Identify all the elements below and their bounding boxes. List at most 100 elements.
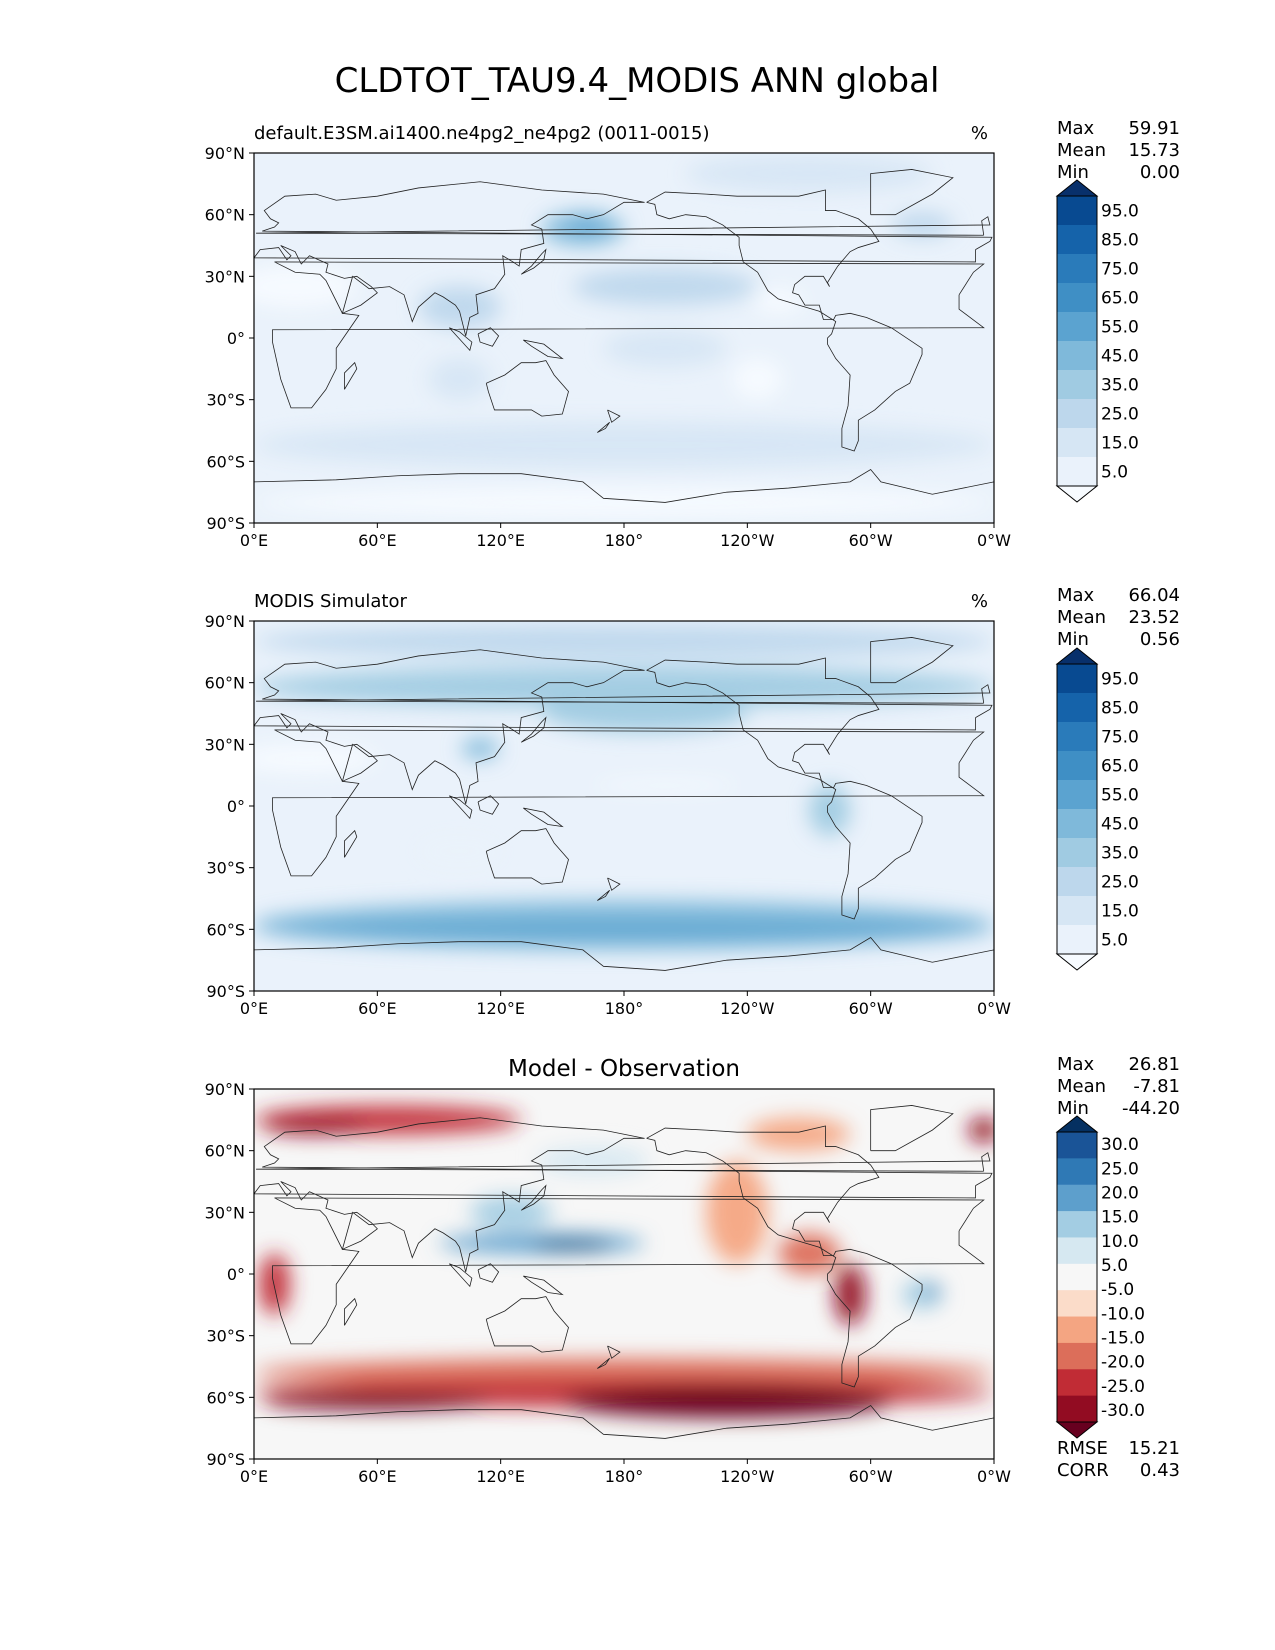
colorbar-segment bbox=[1057, 1316, 1097, 1344]
coastline bbox=[254, 937, 994, 971]
y-tick-label: 90°S bbox=[206, 982, 245, 1001]
coastline bbox=[485, 360, 569, 417]
field-region bbox=[461, 738, 499, 759]
colorbar-tick-label: 95.0 bbox=[1101, 670, 1139, 690]
field-region bbox=[531, 1241, 614, 1250]
coastline bbox=[870, 1105, 954, 1152]
colorbar-extend-min bbox=[1055, 1421, 1099, 1439]
colorbar-segment bbox=[1057, 457, 1097, 487]
colorbar-frame bbox=[1056, 195, 1098, 487]
panel-test-units: % bbox=[971, 123, 988, 144]
colorbar-extend-min bbox=[1055, 485, 1099, 503]
field-region bbox=[254, 666, 994, 708]
field-region bbox=[254, 1358, 994, 1388]
colorbar-tick-label: 15.0 bbox=[1101, 434, 1139, 454]
field-region bbox=[891, 212, 953, 238]
colorbar-segment bbox=[1057, 1342, 1097, 1370]
coastlines bbox=[254, 637, 994, 971]
panel-reference-stats: Max 66.04 Mean 23.52 Min 0.56 bbox=[1057, 585, 1180, 650]
panel-reference-title: MODIS Simulator bbox=[254, 591, 407, 612]
coastline bbox=[477, 795, 500, 815]
coastline bbox=[272, 261, 985, 409]
colorbar-tick-label: 5.0 bbox=[1101, 463, 1128, 483]
x-tick-label: 0°W bbox=[977, 531, 1011, 550]
field-region bbox=[809, 784, 851, 836]
coastline bbox=[344, 1297, 358, 1326]
metric-rmse-value: 15.21 bbox=[1128, 1438, 1180, 1459]
colorbar-tick-label: 15.0 bbox=[1101, 1208, 1139, 1228]
x-tick-label: 60°E bbox=[358, 999, 396, 1018]
colorbar-tick-label: -20.0 bbox=[1101, 1353, 1145, 1373]
x-tick-label: 120°W bbox=[720, 1467, 775, 1486]
figure-title: CLDTOT_TAU9.4_MODIS ANN global bbox=[335, 61, 940, 101]
coastline bbox=[254, 1405, 994, 1439]
metric-corr-label: CORR bbox=[1057, 1460, 1109, 1481]
colorbar-tick-label: 95.0 bbox=[1101, 202, 1139, 222]
coastline bbox=[254, 1117, 993, 1273]
coastline bbox=[254, 469, 994, 503]
coastline bbox=[520, 716, 547, 743]
field-region bbox=[254, 488, 994, 517]
coastline bbox=[448, 1263, 473, 1288]
colorbar-segment bbox=[1057, 780, 1097, 810]
y-tick-label: 60°N bbox=[205, 674, 245, 693]
colorbar-tick-label: 35.0 bbox=[1101, 844, 1139, 864]
field-region bbox=[541, 695, 748, 732]
y-tick-label: 90°S bbox=[206, 514, 245, 533]
stat-mean-value: -7.81 bbox=[1133, 1076, 1180, 1097]
colorbar-segment bbox=[1057, 1395, 1097, 1423]
x-tick-label: 0°E bbox=[240, 1467, 268, 1486]
panel-difference-stats: Max 26.81 Mean -7.81 Min -44.20 bbox=[1057, 1054, 1180, 1119]
x-tick-label: 120°W bbox=[720, 531, 775, 550]
coastline bbox=[520, 248, 547, 275]
x-tick-label: 180° bbox=[605, 1467, 644, 1486]
field-region bbox=[536, 1146, 650, 1176]
colorbar-segment bbox=[1057, 1369, 1097, 1397]
colorbar-frame bbox=[1056, 663, 1098, 955]
colorbar-segment bbox=[1057, 341, 1097, 371]
colorbar-segment bbox=[1057, 370, 1097, 400]
colorbar-tick-label: 5.0 bbox=[1101, 1256, 1128, 1276]
colorbar-segment bbox=[1057, 1290, 1097, 1318]
coastlines bbox=[254, 1105, 994, 1439]
y-tick-label: 90°N bbox=[205, 612, 245, 631]
x-tick-label: 0°W bbox=[977, 1467, 1011, 1486]
colorbar-tick-label: 25.0 bbox=[1101, 405, 1139, 425]
field-region bbox=[264, 1117, 368, 1135]
map-field bbox=[254, 1105, 994, 1418]
colorbar-segment bbox=[1057, 254, 1097, 284]
coastline bbox=[646, 189, 923, 452]
y-tick-label: 60°N bbox=[205, 1142, 245, 1161]
colorbar-segment bbox=[1057, 1237, 1097, 1265]
y-tick-label: 60°N bbox=[205, 206, 245, 225]
stat-mean-label: Mean bbox=[1057, 607, 1106, 628]
colorbar-segment bbox=[1057, 664, 1097, 694]
stat-min-value: -44.20 bbox=[1122, 1098, 1180, 1119]
colorbar-segment bbox=[1057, 867, 1097, 897]
coastline bbox=[254, 649, 993, 805]
colorbar-segment bbox=[1057, 1184, 1097, 1212]
y-tick-label: 90°N bbox=[205, 144, 245, 163]
stat-min-value: 0.56 bbox=[1140, 629, 1180, 650]
y-tick-label: 30°N bbox=[205, 267, 245, 286]
coastline bbox=[448, 327, 473, 352]
x-tick-label: 180° bbox=[605, 531, 644, 550]
colorbar-segment bbox=[1057, 428, 1097, 458]
field-region bbox=[259, 1253, 290, 1316]
x-tick-label: 120°E bbox=[476, 999, 525, 1018]
y-tick-label: 90°S bbox=[206, 1450, 245, 1469]
panel-reference-units: % bbox=[971, 591, 988, 612]
colorbar-tick-label: -5.0 bbox=[1101, 1280, 1134, 1300]
colorbar-tick-label: 35.0 bbox=[1101, 376, 1139, 396]
colorbar-tick-label: 10.0 bbox=[1101, 1232, 1139, 1252]
field-region bbox=[778, 1232, 840, 1274]
stat-max-value: 66.04 bbox=[1128, 585, 1180, 606]
stat-max-value: 59.91 bbox=[1128, 118, 1180, 139]
field-region bbox=[593, 780, 738, 791]
colorbar-tick-label: 5.0 bbox=[1101, 931, 1128, 951]
colorbar-frame bbox=[1056, 1131, 1098, 1423]
colorbar-tick-label: 75.0 bbox=[1101, 728, 1139, 748]
y-tick-label: 30°N bbox=[205, 1203, 245, 1222]
colorbar-segment bbox=[1057, 925, 1097, 955]
x-tick-label: 60°W bbox=[849, 1467, 893, 1486]
